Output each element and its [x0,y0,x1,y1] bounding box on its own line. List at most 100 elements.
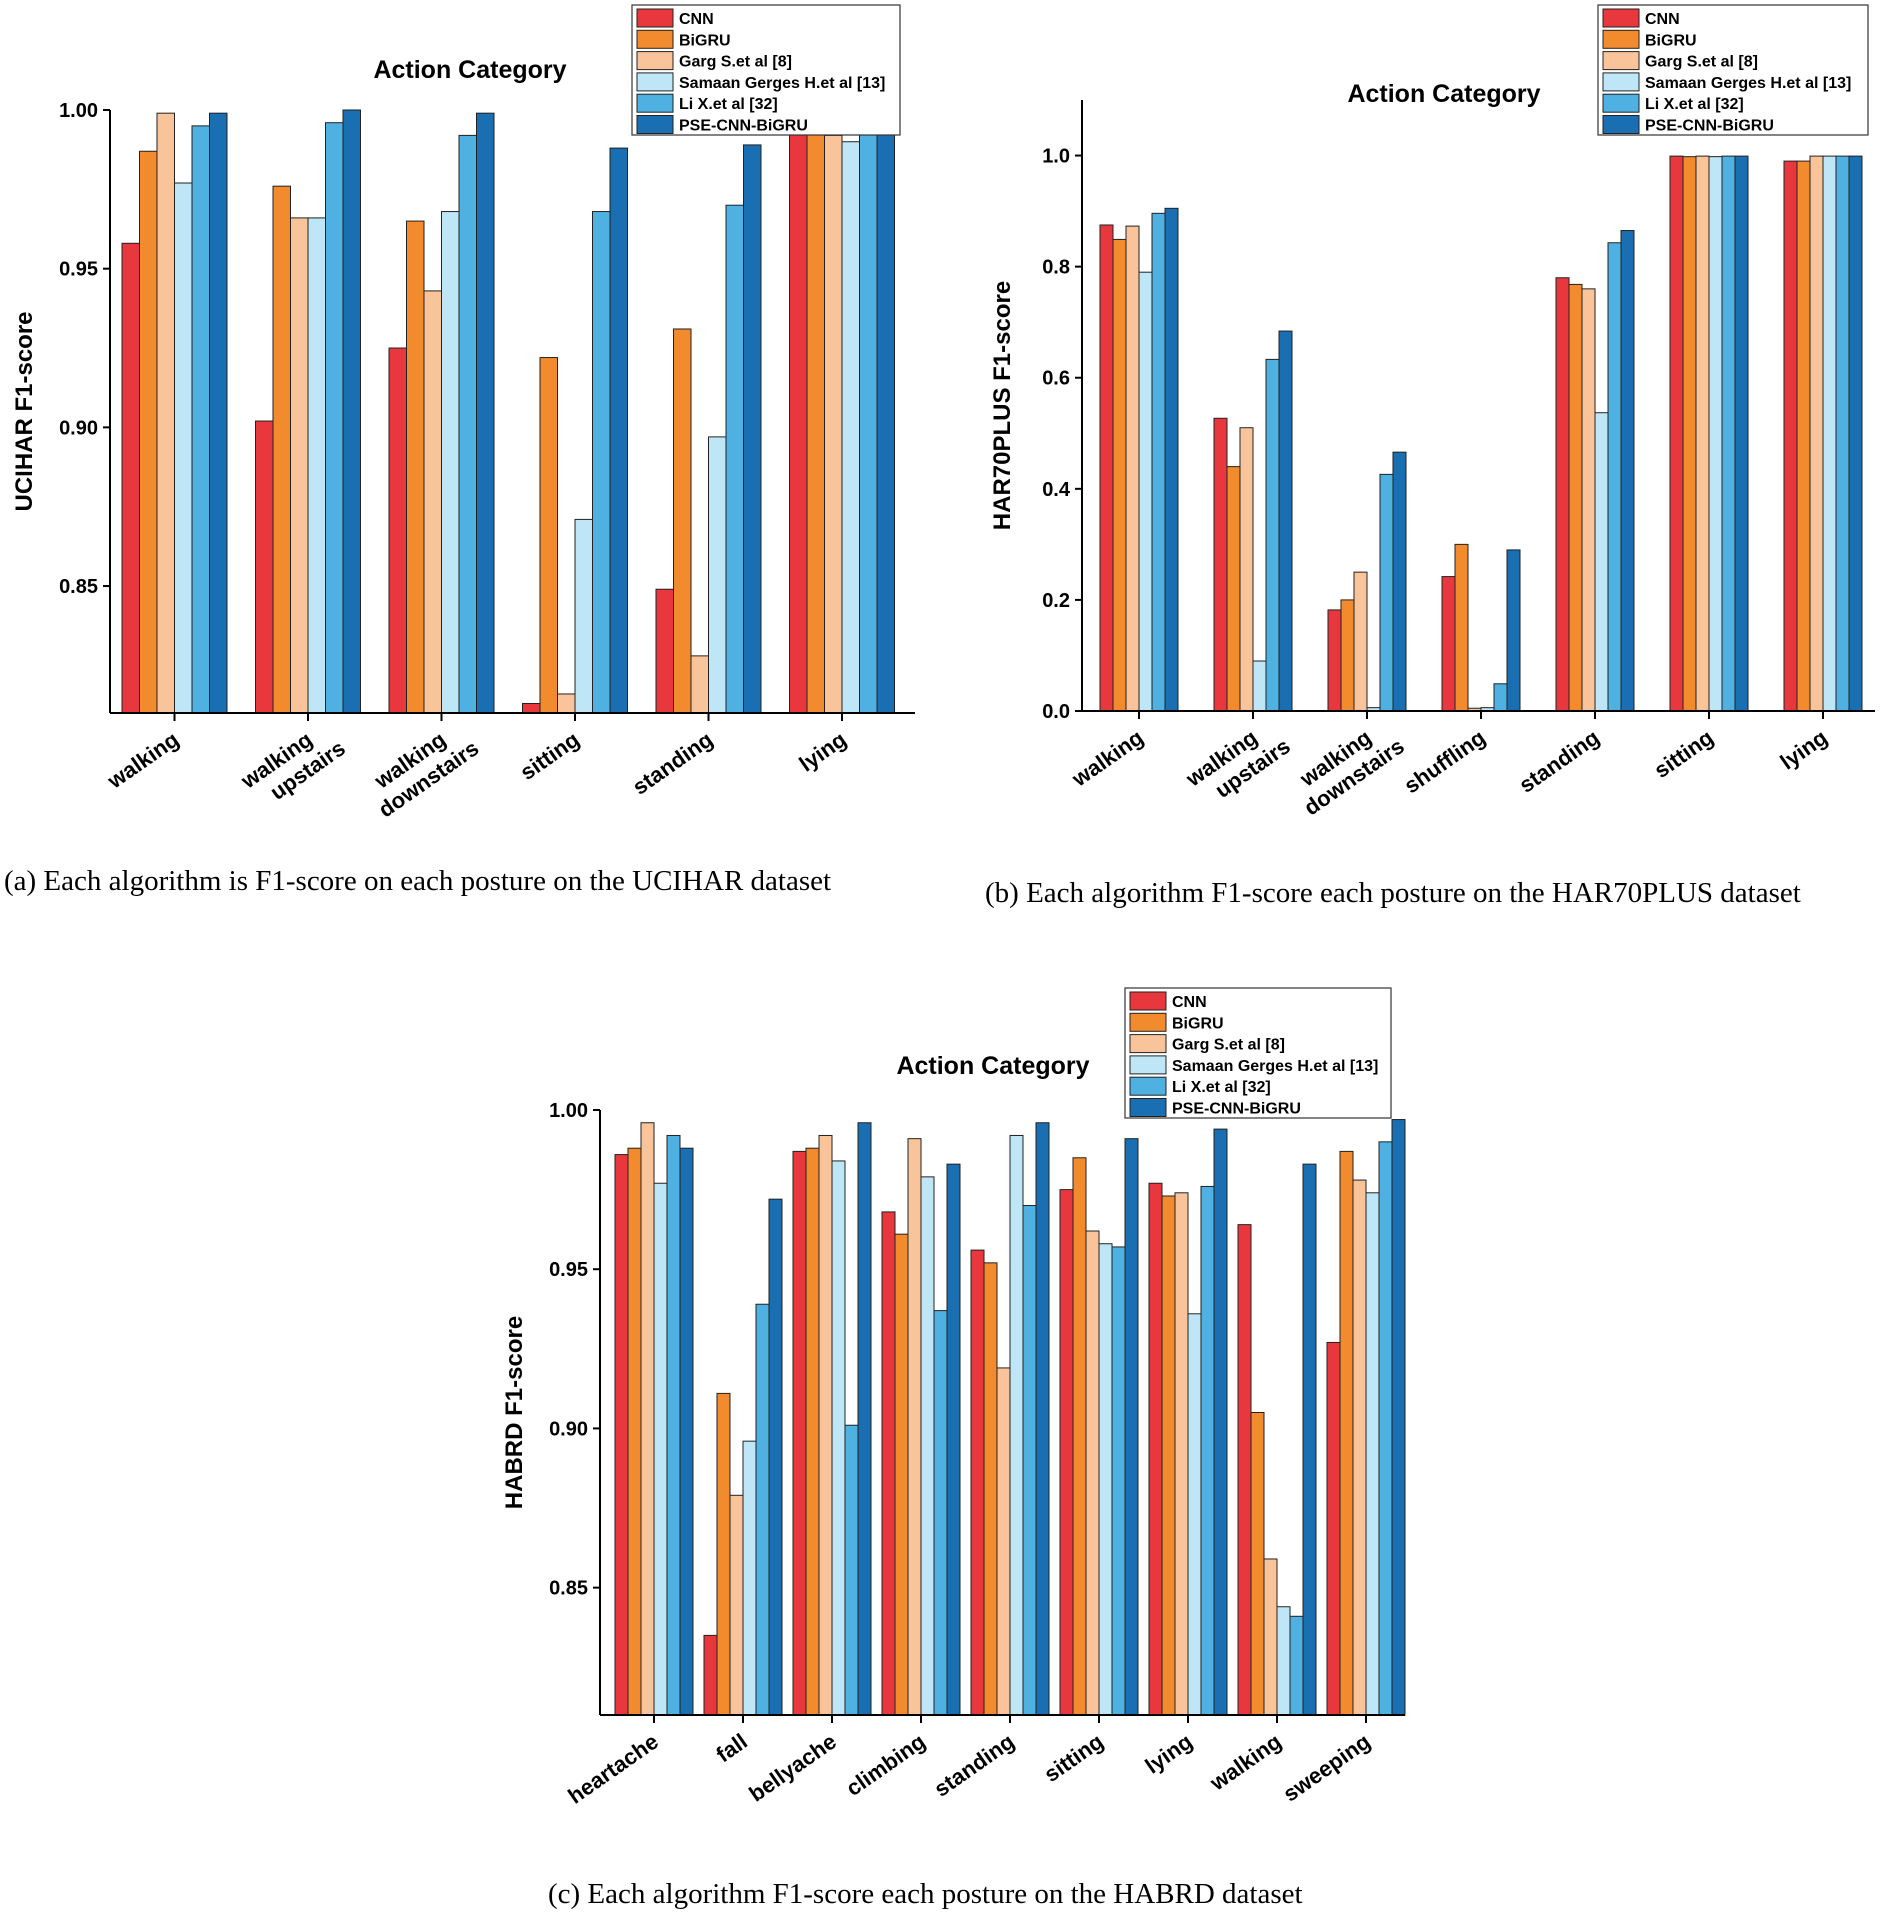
bar-samaan-gerges-h-et-al-13--lying [841,141,860,714]
x-tick-label: sweeping [1278,1729,1374,1807]
bar-li-x-et-al-32--walking [1289,1615,1304,1716]
legend-swatch [636,115,674,134]
bar-li-x-et-al-32--bellyache [844,1424,859,1716]
bar-samaan-gerges-h-et-al-13--walking [1138,271,1153,712]
x-tick-label: lying [1775,725,1831,775]
x-tick-label: walking [1067,725,1148,792]
legend-swatch [1129,1098,1167,1117]
bar-pse-cnn-bigru-fall [768,1198,783,1716]
bar-garg-s-et-al-8--bellyache [818,1134,833,1716]
y-tick-label: 0.90 [549,1418,588,1440]
bar-li-x-et-al-32--walking-downstairs [458,134,477,714]
bar-pse-cnn-bigru-heartache [679,1147,694,1716]
bar-pse-cnn-bigru-lying [1213,1128,1228,1716]
figure-caption: (b) Each algorithm F1-score each posture… [985,877,1801,909]
bar-garg-s-et-al-8--walking-downstairs [1353,571,1368,712]
legend-swatch [636,93,674,113]
legend-box [1597,4,1869,136]
bar-garg-s-et-al-8--standing [996,1367,1011,1716]
bar-pse-cnn-bigru-standing [1035,1122,1050,1716]
bar-li-x-et-al-32--lying [859,112,878,714]
x-tick-label: sitting [515,727,583,785]
bar-li-x-et-al-32--standing [725,204,744,714]
bar-cnn-sitting [522,702,541,714]
legend-swatch [1129,1012,1167,1032]
legend-entry: CNN [1645,11,1680,28]
bar-samaan-gerges-h-et-al-13--lying [1822,155,1837,712]
panel-b-chart: Action Category HAR70PLUS F1-score 0.0 0.2 0… [985,4,1875,909]
bar-bigru-fall [716,1392,731,1716]
bar-garg-s-et-al-8--walking [1125,225,1140,712]
bar-bigru-walking-downstairs [1340,599,1355,712]
bar-garg-s-et-al-8--walking [1263,1558,1278,1716]
bar-pse-cnn-bigru-standing [743,144,762,714]
bar-bigru-walking-upstairs [1226,466,1241,712]
bar-li-x-et-al-32--sweeping [1378,1141,1393,1716]
legend-swatch [1602,29,1640,49]
bar-pse-cnn-bigru-walking [209,112,228,714]
x-tick-label: walking [102,727,183,794]
x-tick-label: standing [1514,725,1603,798]
y-tick-label: 0.95 [549,1259,588,1281]
legend-entry: Samaan Gerges H.et al [13] [1645,75,1851,92]
y-tick-label: 1.00 [59,100,98,122]
bar-samaan-gerges-h-et-al-13--fall [742,1440,757,1716]
bar-garg-s-et-al-8--standing [690,655,709,714]
bar-li-x-et-al-32--shuffling [1493,683,1508,712]
x-tick-label: walking [1205,1729,1286,1796]
bar-bigru-lying [806,131,825,714]
bar-garg-s-et-al-8--lying [1809,155,1824,712]
panel-c-chart: Action Category HABRD F1-score 0.85 0.90 0.9… [501,987,1406,1910]
x-tick-label: standing [628,727,717,800]
bar-samaan-gerges-h-et-al-13--standing [708,436,727,714]
bar-li-x-et-al-32--walking-upstairs [325,122,344,714]
bar-li-x-et-al-32--walking-downstairs [1379,473,1394,712]
bar-bigru-walking [139,150,158,714]
bar-pse-cnn-bigru-climbing [946,1163,961,1716]
bar-cnn-walking-upstairs [255,420,274,714]
bar-cnn-heartache [614,1154,629,1716]
legend-swatch [1129,1034,1167,1054]
legend-swatch [1602,72,1640,92]
bar-pse-cnn-bigru-standing [1620,230,1635,712]
bar-samaan-gerges-h-et-al-13--walking-upstairs [307,217,326,714]
y-tick-label: 0.0 [1042,701,1070,723]
bar-bigru-climbing [894,1233,909,1716]
bar-cnn-lying [789,115,808,714]
bar-cnn-standing [655,588,674,714]
bar-bigru-shuffling [1454,543,1469,712]
bar-cnn-sitting [1669,155,1684,712]
bar-cnn-walking-downstairs [1327,609,1342,712]
bar-li-x-et-al-32--lying [1200,1185,1215,1716]
legend-entry: Garg S.et al [8] [1172,1037,1285,1054]
y-axis-label: HABRD F1-score [501,1316,528,1509]
legend-box [631,4,901,136]
bar-bigru-standing [1568,283,1583,712]
bar-li-x-et-al-32--walking [1151,212,1166,712]
x-tick-label: fall [711,1729,751,1768]
bar-samaan-gerges-h-et-al-13--sitting [1708,156,1723,712]
bar-pse-cnn-bigru-walking-downstairs [476,112,495,714]
bar-samaan-gerges-h-et-al-13--sweeping [1365,1192,1380,1716]
chart-title: Action Category [373,56,566,84]
legend-entry: PSE-CNN-BiGRU [1172,1101,1301,1118]
y-tick-label: 1.00 [549,1100,588,1122]
bar-pse-cnn-bigru-sitting [1734,155,1749,712]
legend-entry: CNN [679,11,714,28]
bar-li-x-et-al-32--fall [755,1303,770,1716]
bar-pse-cnn-bigru-lying [876,112,895,714]
bar-cnn-lying [1783,160,1798,712]
bar-li-x-et-al-32--sitting [1721,155,1736,712]
legend-entry: Garg S.et al [8] [1645,54,1758,71]
bar-samaan-gerges-h-et-al-13--walking-upstairs [1252,660,1267,712]
bar-cnn-shuffling [1441,576,1456,712]
legend-box [1124,987,1392,1119]
figure-caption: (a) Each algorithm is F1-score on each p… [4,865,831,897]
bar-samaan-gerges-h-et-al-13--bellyache [831,1160,846,1716]
bar-bigru-bellyache [805,1147,820,1716]
y-tick-label: 0.95 [59,259,98,281]
bar-cnn-walking-downstairs [388,347,407,714]
bar-cnn-walking [1237,1224,1252,1716]
bar-li-x-et-al-32--standing [1607,242,1622,712]
bar-pse-cnn-bigru-walking [1302,1163,1317,1716]
